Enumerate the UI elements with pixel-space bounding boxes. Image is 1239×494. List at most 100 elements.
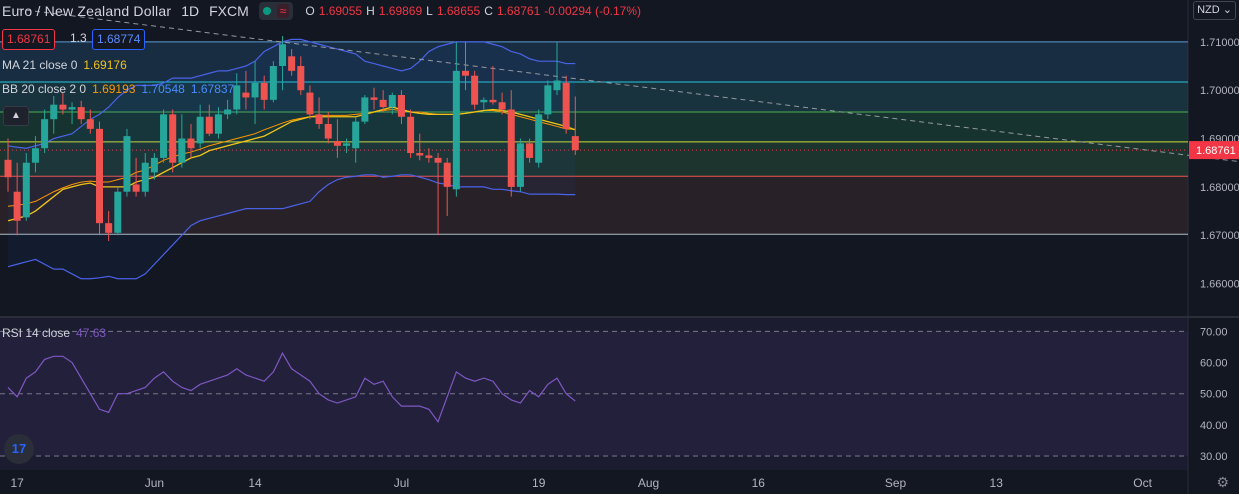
- level-zone: [0, 176, 1188, 235]
- candle-body: [343, 143, 351, 146]
- ohlc-open-label: O: [305, 4, 315, 18]
- time-tick-label: 19: [532, 476, 546, 490]
- candle-body: [205, 116, 213, 134]
- currency-selector[interactable]: NZD ⌄: [1193, 1, 1236, 20]
- candle-body: [269, 66, 277, 100]
- symbol-title[interactable]: Euro / New Zealand Dollar: [2, 3, 172, 19]
- ohlc-change-value: -0.00294 (-0.17%): [544, 4, 642, 18]
- bb-legend-basis: 1.69193: [92, 82, 136, 96]
- candle-body: [526, 143, 534, 158]
- ma-legend-label: MA 21 close 0: [2, 58, 78, 72]
- collapse-legend-button[interactable]: ▲: [3, 106, 29, 126]
- candle-body: [462, 70, 469, 76]
- candle-body: [471, 75, 479, 105]
- time-tick-label: Aug: [638, 476, 659, 490]
- candle-body: [68, 107, 76, 110]
- price-tick-label: 1.66000: [1200, 279, 1239, 291]
- candle-body: [516, 143, 524, 187]
- time-tick-label: 16: [752, 476, 766, 490]
- level-zone: [0, 81, 1188, 112]
- time-tick-label: Jul: [394, 476, 409, 490]
- candle-body: [86, 119, 94, 129]
- candle-body: [535, 114, 543, 163]
- candle-body: [544, 85, 552, 115]
- ohlc-low-value: 1.68655: [436, 4, 481, 18]
- rsi-line: [7, 351, 576, 423]
- market-status-pill[interactable]: ≈: [258, 2, 294, 20]
- candle-body: [288, 56, 296, 71]
- bb-legend-upper: 1.70548: [141, 82, 185, 96]
- candle-body: [242, 92, 250, 98]
- bb-legend[interactable]: BB 20 close 2 0 1.69193 1.70548 1.67837: [2, 82, 234, 96]
- buy-button[interactable]: 1.68774: [92, 29, 146, 50]
- candle-body: [425, 155, 433, 158]
- candle-body: [498, 102, 506, 110]
- candle-body: [562, 82, 570, 129]
- candle-body: [77, 107, 85, 120]
- candle-body: [233, 85, 241, 110]
- candle-body: [507, 109, 515, 187]
- rsi-legend[interactable]: RSI 14 close 47.63: [2, 326, 106, 340]
- wave-icon: ≈: [276, 4, 290, 18]
- time-tick-label: Oct: [1133, 476, 1152, 490]
- candle-body: [22, 162, 30, 218]
- time-tick-label: 14: [248, 476, 262, 490]
- candle-body: [306, 92, 314, 115]
- candle-body: [571, 136, 579, 151]
- ohlc-open-value: 1.69055: [318, 4, 363, 18]
- candle-body: [169, 114, 177, 163]
- candle-body: [187, 138, 195, 149]
- rsi-tick-label: 70.00: [1200, 326, 1228, 338]
- chevron-up-icon: ▲: [11, 110, 21, 121]
- sell-button[interactable]: 1.68761: [2, 29, 56, 50]
- level-zone: [0, 41, 1188, 82]
- candle-body: [132, 184, 140, 192]
- candle-body: [114, 191, 122, 233]
- rsi-tick-label: 60.00: [1200, 358, 1228, 370]
- candle-body: [452, 70, 460, 190]
- candle-body: [196, 116, 204, 144]
- source-label: FXCM: [209, 3, 249, 19]
- ohlc-low-label: L: [426, 4, 433, 18]
- candle-body: [50, 104, 58, 120]
- candle-body: [224, 109, 232, 115]
- price-tick-label: 1.71000: [1200, 37, 1239, 49]
- interval-label[interactable]: 1D: [181, 3, 200, 19]
- rsi-tick-label: 50.00: [1200, 389, 1228, 401]
- candle-body: [434, 157, 442, 163]
- candle-body: [150, 157, 158, 173]
- candle-body: [31, 148, 39, 163]
- rsi-tick-label: 40.00: [1200, 420, 1228, 432]
- candle-body: [315, 114, 323, 125]
- candle-body: [214, 114, 222, 134]
- candle-body: [141, 162, 149, 192]
- candle-body: [443, 162, 451, 187]
- bb-legend-lower: 1.67837: [190, 82, 235, 96]
- candle-body: [333, 140, 341, 146]
- candle-body: [41, 119, 49, 149]
- candle-body: [370, 97, 378, 100]
- bb-upper-line: [7, 38, 576, 149]
- rsi-band: [0, 331, 1188, 456]
- time-tick-label: Sep: [885, 476, 907, 490]
- candle-body: [96, 128, 103, 224]
- ohlc-high-label: H: [366, 4, 375, 18]
- time-tick-label: 13: [990, 476, 1004, 490]
- price-tick-label: 1.67000: [1200, 230, 1239, 242]
- ohlc-readout: O 1.69055 H 1.69869 L 1.68655 C 1.68761 -0.0…: [305, 4, 641, 18]
- price-tick-label: 1.68000: [1200, 182, 1239, 194]
- ma-legend-value: 1.69176: [83, 58, 127, 72]
- trend-line: [17, 8, 1239, 163]
- ohlc-close-value: 1.68761: [496, 4, 541, 18]
- ma-legend[interactable]: MA 21 close 0 1.69176: [2, 58, 127, 72]
- candle-body: [397, 95, 405, 117]
- tradingview-logo-icon[interactable]: 17: [4, 434, 34, 464]
- time-tick-label: 17: [10, 476, 24, 490]
- last-price-label: 1.68761: [1196, 145, 1236, 157]
- candle-body: [160, 114, 168, 158]
- ohlc-high-value: 1.69869: [378, 4, 423, 18]
- gear-icon[interactable]: ⚙: [1216, 474, 1229, 490]
- spread-label: 1.3: [70, 31, 87, 45]
- chart-header: Euro / New Zealand Dollar 1D FXCM ≈ O 1.6…: [0, 0, 641, 22]
